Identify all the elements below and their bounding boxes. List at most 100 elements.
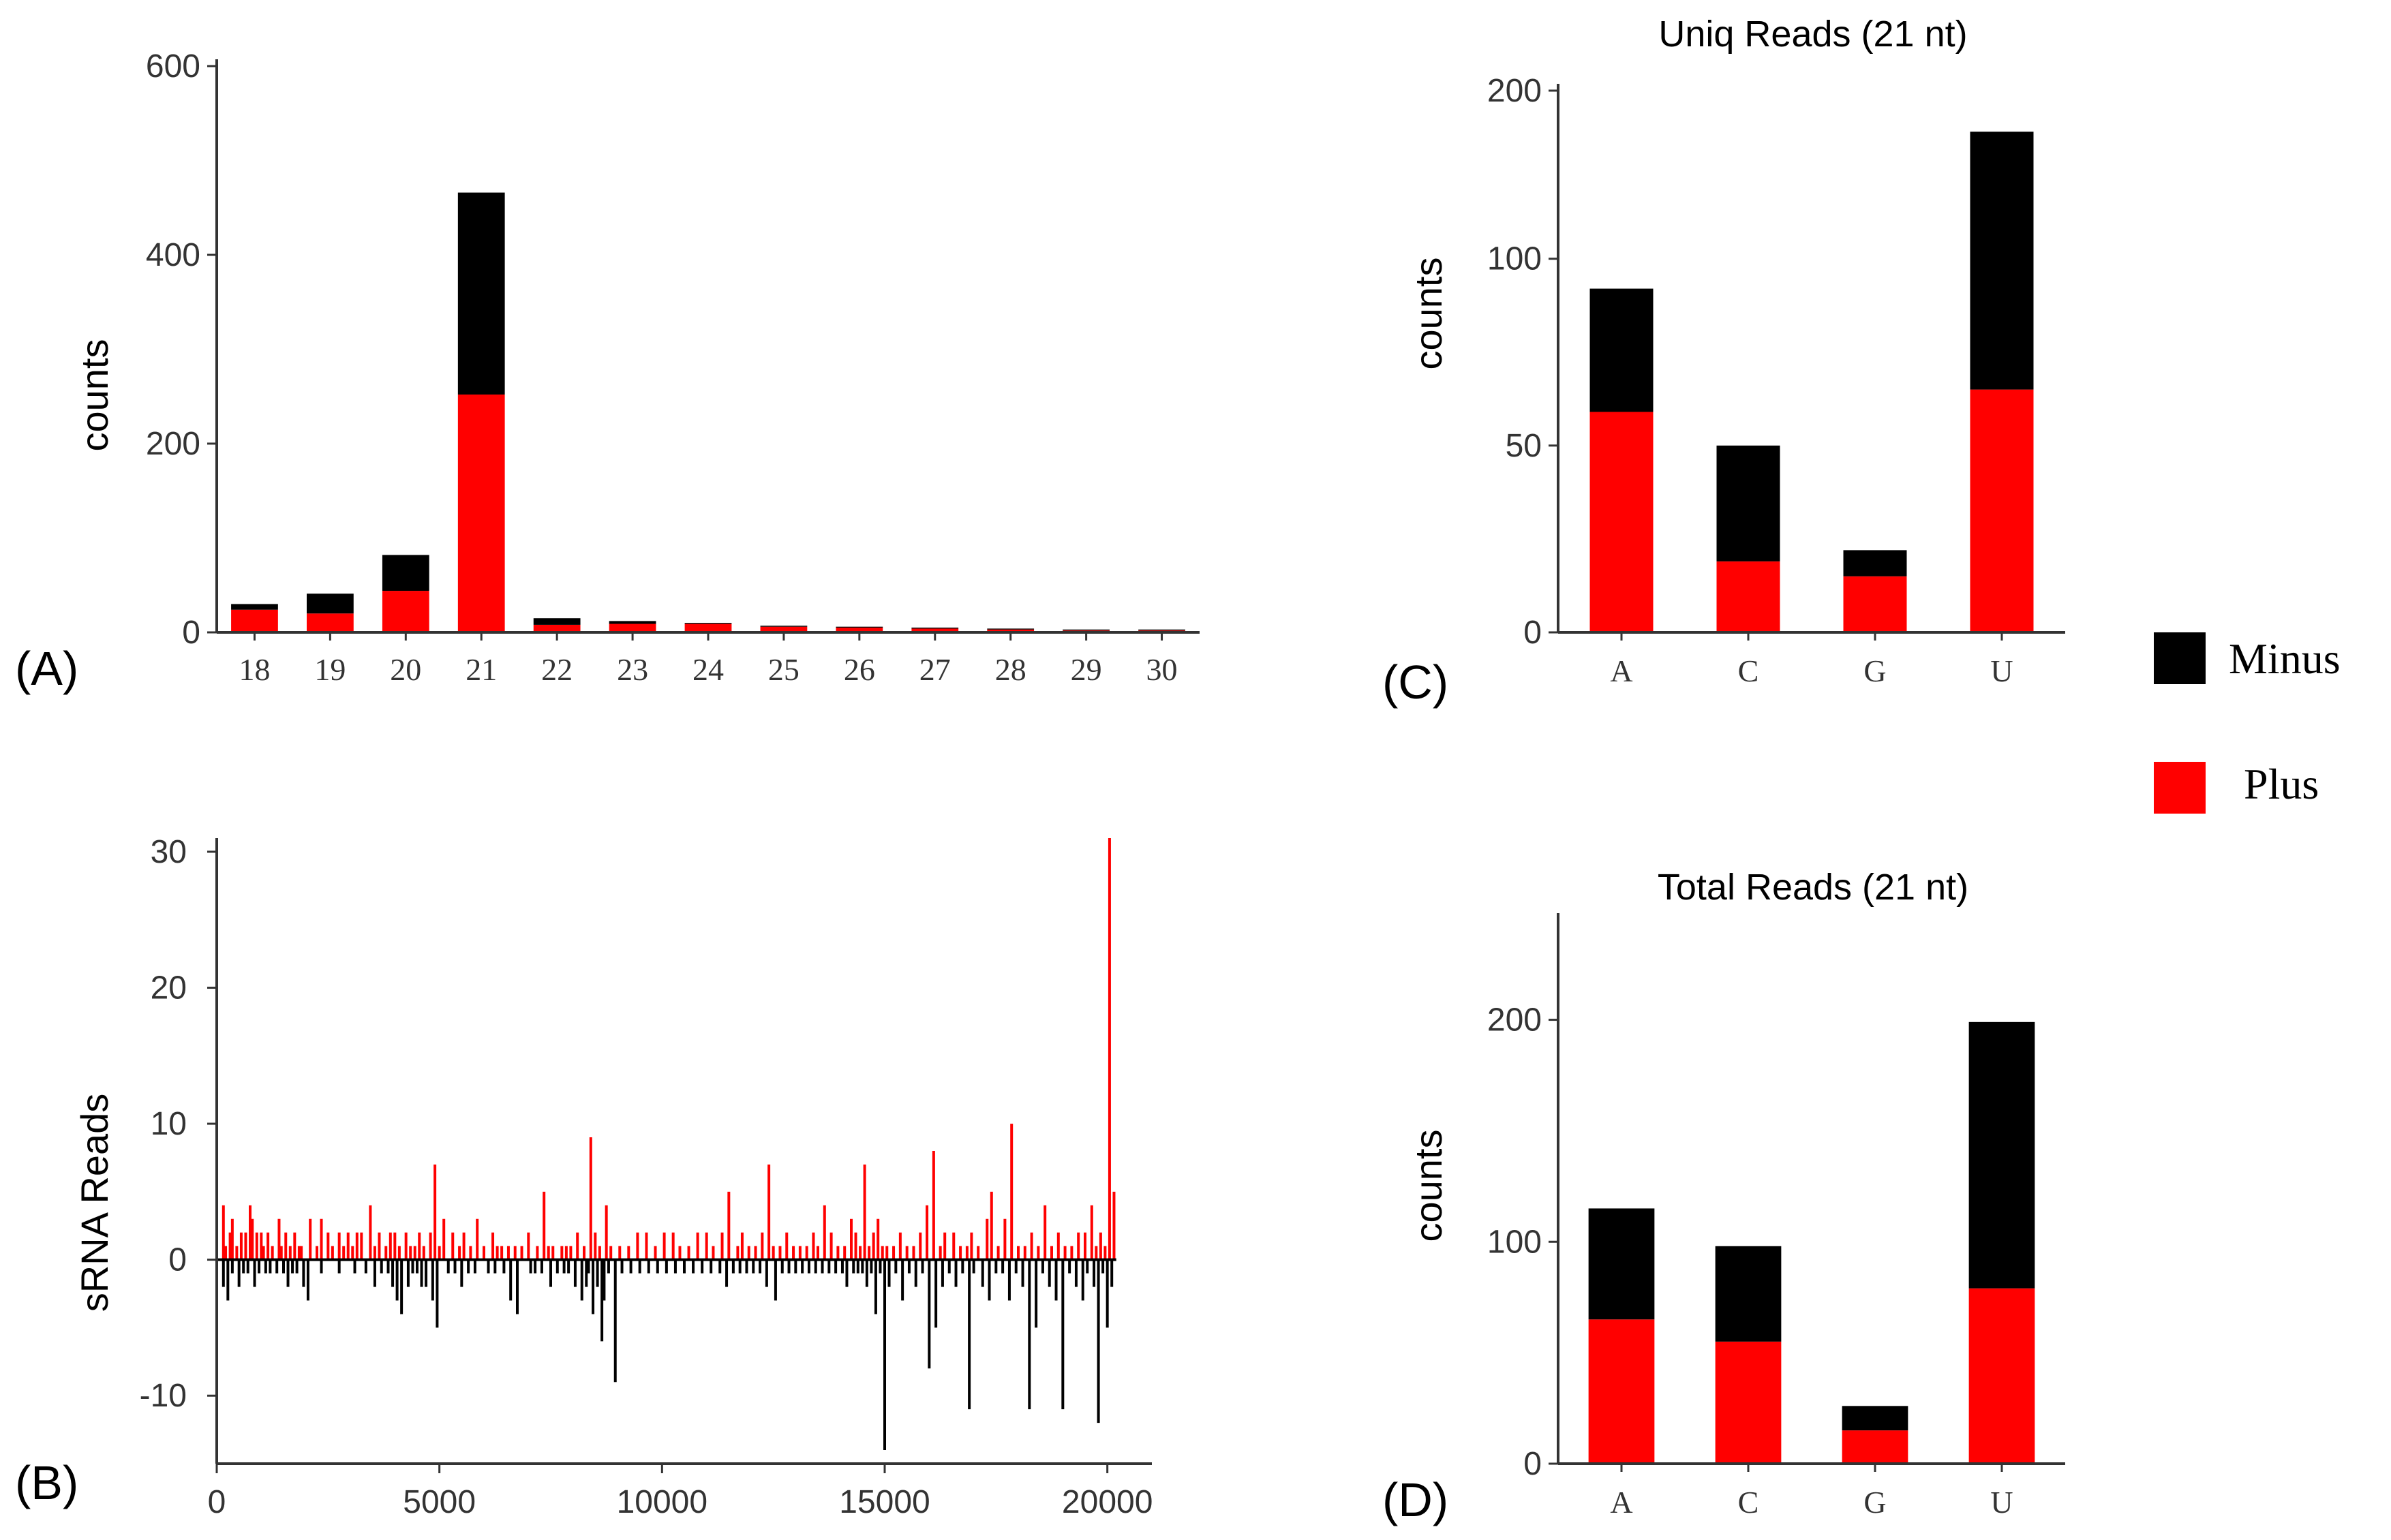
panel-a-xtick-label: 22: [541, 652, 573, 687]
panel-a-chart: 18 19 20 21 22 23 24 25 26 27 28 29 30 0 200 400 600 cou…: [15, 48, 1200, 695]
panel-b-ytick-label: 20: [151, 970, 187, 1006]
panel-a-bar-minus-26: [836, 626, 883, 628]
panel-c-xtick-label: A: [1610, 653, 1632, 688]
panel-a-bar-minus-20: [382, 555, 429, 591]
panel-a-bar-minus-18: [231, 604, 278, 610]
panel-c-ytick-label: 50: [1506, 428, 1542, 464]
panel-a-xtick-label: 28: [995, 652, 1026, 687]
panel-c-label: (C): [1382, 656, 1448, 709]
panel-d-bar-plus-U: [1968, 1288, 2035, 1464]
panel-c-xtick-label: C: [1738, 653, 1759, 688]
panel-b-xtick-label: 0: [208, 1484, 226, 1520]
panel-d-ytick-label: 200: [1487, 1002, 1542, 1038]
panel-c-ytick-label: 100: [1487, 241, 1542, 277]
panel-a-bar-plus-24: [684, 623, 732, 632]
panel-a-axes: 18 19 20 21 22 23 24 25 26 27 28 29 30 0 200 400 600: [146, 48, 1200, 687]
panel-a-xtick-label: 24: [692, 652, 724, 687]
panel-c-bar-plus-C: [1716, 561, 1780, 632]
panel-b-ytick-label: 10: [151, 1106, 187, 1142]
panel-c-axes: A C G U 0 50 100 200: [1487, 73, 2065, 688]
panel-d-bar-minus-A: [1588, 1208, 1655, 1320]
panel-d-ytick-label: 100: [1487, 1224, 1542, 1260]
panel-a-xtick-label: 29: [1071, 652, 1102, 687]
legend-minus-label: Minus: [2229, 634, 2341, 683]
panel-d-label: (D): [1382, 1473, 1448, 1526]
panel-a-bar-minus-22: [533, 618, 581, 625]
panel-a-xtick-label: 27: [919, 652, 951, 687]
panel-a-bar-minus-19: [306, 594, 354, 614]
panel-c-ytick-label: 200: [1487, 73, 1542, 109]
panel-a-ytick-label: 0: [182, 615, 200, 651]
panel-c-bar-plus-A: [1589, 412, 1654, 632]
panel-b-ytick-label: 30: [151, 834, 187, 870]
panel-a-bar-plus-23: [609, 623, 656, 632]
legend-plus-swatch: [2154, 762, 2206, 814]
panel-a-bar-plus-22: [533, 624, 581, 632]
panel-a-xtick-label: 23: [617, 652, 648, 687]
panel-a-bar-minus-28: [987, 628, 1035, 630]
panel-a-xtick-label: 19: [314, 652, 346, 687]
panel-c-bar-plus-G: [1843, 576, 1907, 632]
panel-c-xtick-label: G: [1863, 653, 1886, 688]
panel-c-xtick-label: U: [1990, 653, 2013, 688]
panel-d-title: Total Reads (21 nt): [1658, 867, 1968, 908]
panel-b-xtick-label: 15000: [839, 1484, 930, 1520]
legend-plus-label: Plus: [2244, 760, 2319, 808]
panel-d-bars: [1588, 1021, 2035, 1464]
legend: Minus Plus: [2154, 632, 2341, 814]
panel-c-title: Uniq Reads (21 nt): [1658, 14, 1967, 55]
panel-b-ytick-label: 0: [168, 1242, 187, 1278]
panel-a-bar-plus-26: [836, 628, 883, 632]
panel-d-bar-minus-G: [1842, 1406, 1908, 1431]
panel-b-ytick-label: -10: [140, 1378, 187, 1414]
panel-c-bar-minus-C: [1716, 445, 1780, 561]
panel-d-bar-plus-C: [1715, 1341, 1782, 1464]
panel-a-xtick-label: 26: [844, 652, 875, 687]
panel-a-bar-minus-21: [457, 192, 505, 395]
panel-c-ytick-label: 0: [1523, 615, 1542, 651]
panel-d-xtick-label: A: [1610, 1485, 1632, 1520]
panel-b-ylabel: sRNA Reads: [73, 1094, 116, 1312]
panel-d-ylabel: counts: [1407, 1130, 1450, 1242]
panel-b-axes: 0 5000 10000 15000 20000 -10 0 10 20 30: [140, 834, 1153, 1520]
panel-c-ylabel: counts: [1407, 258, 1450, 370]
panel-b-lines: [222, 838, 1116, 1451]
panel-a-ylabel: counts: [73, 339, 116, 452]
panel-a-bar-minus-23: [609, 621, 656, 624]
panel-a-bar-plus-18: [231, 609, 278, 632]
panel-c-bar-minus-G: [1843, 550, 1907, 576]
panel-c-bar-plus-U: [1970, 389, 2034, 632]
panel-b-chart: 0 5000 10000 15000 20000 -10 0 10 20 30 sRNA Read…: [15, 834, 1153, 1520]
panel-a-ytick-label: 600: [146, 48, 200, 84]
panel-a-ytick-label: 400: [146, 237, 200, 273]
panel-d-bar-plus-A: [1588, 1319, 1655, 1464]
panel-a-xtick-label: 21: [466, 652, 497, 687]
panel-a-bar-plus-20: [382, 591, 429, 632]
panel-d-axes: A C G U 0 100 200: [1487, 913, 2065, 1520]
panel-a-xtick-label: 20: [390, 652, 421, 687]
panel-a-bar-plus-28: [987, 629, 1035, 632]
panel-a-bar-plus-27: [911, 628, 959, 632]
panel-c-bar-minus-A: [1589, 288, 1654, 412]
panel-d-bar-minus-U: [1968, 1021, 2035, 1289]
panel-a-label: (A): [15, 642, 78, 695]
panel-a-bar-plus-25: [760, 626, 808, 632]
panel-b-label: (B): [15, 1456, 78, 1509]
panel-d-xtick-label: U: [1990, 1485, 2013, 1520]
panel-b-xtick-label: 5000: [403, 1484, 476, 1520]
panel-d-xtick-label: G: [1863, 1485, 1886, 1520]
panel-a-xtick-label: 25: [768, 652, 799, 687]
panel-d-bar-plus-G: [1842, 1430, 1908, 1464]
panel-d-chart: Total Reads (21 nt) A C G U 0 100 200 counts (…: [1382, 867, 2065, 1526]
panel-c-bar-minus-U: [1970, 132, 2034, 390]
panel-b-xtick-label: 10000: [617, 1484, 707, 1520]
panel-a-ytick-label: 200: [146, 426, 200, 462]
panel-d-xtick-label: C: [1738, 1485, 1759, 1520]
panel-c-bars: [1589, 132, 2034, 632]
panel-a-bar-plus-21: [457, 394, 505, 632]
panel-b-xtick-label: 20000: [1062, 1484, 1153, 1520]
panel-d-bar-minus-C: [1715, 1246, 1782, 1342]
panel-a-bar-plus-19: [306, 613, 354, 632]
